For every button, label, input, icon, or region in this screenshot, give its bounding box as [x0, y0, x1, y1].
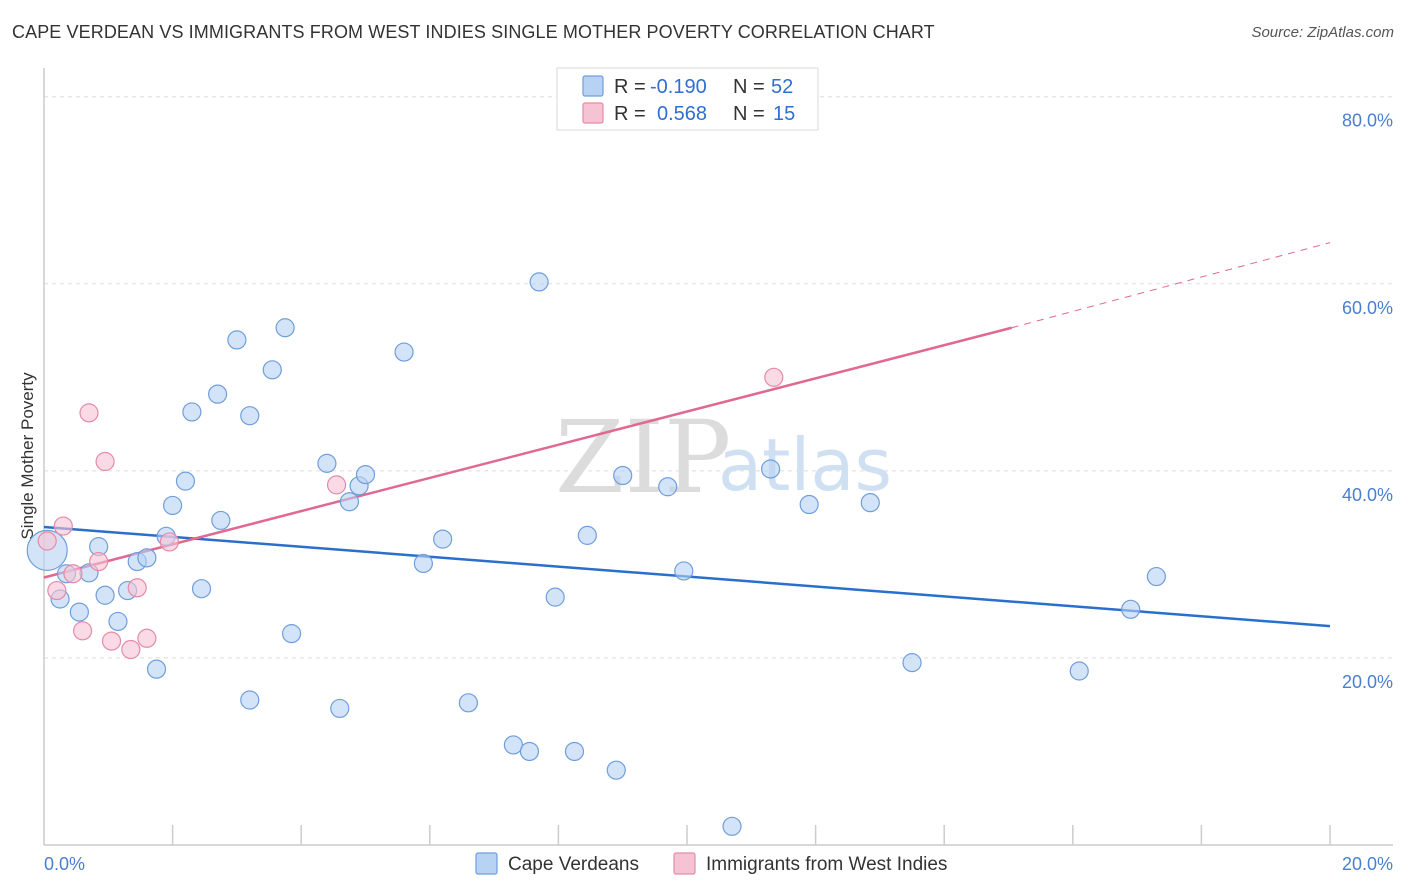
point-cape-verdeans-15	[182, 402, 202, 422]
point-west-indies-9	[121, 639, 141, 660]
point-cape-verdeans-44	[722, 816, 742, 836]
point-cape-verdeans-3	[69, 602, 89, 622]
point-cape-verdeans-16	[191, 579, 212, 599]
point-cape-verdeans-10	[137, 548, 157, 568]
legend-r-value-0: -0.190	[650, 76, 707, 98]
point-cape-verdeans-26	[330, 698, 350, 719]
source-label: Source: ZipAtlas.com	[1251, 24, 1394, 41]
point-west-indies-11	[137, 628, 157, 648]
point-west-indies-3	[63, 564, 83, 584]
legend-swatch-west-indies	[582, 102, 604, 124]
point-cape-verdeans-47	[860, 493, 880, 513]
point-west-indies-14	[764, 367, 784, 387]
y-tick-label-60: 60.0%	[1342, 298, 1393, 318]
legend-swatch-cape-verdeans	[582, 75, 604, 97]
legend-r-label-0: R =	[614, 76, 646, 98]
point-west-indies-1	[47, 580, 67, 601]
y-tick-label-40: 40.0%	[1342, 485, 1393, 505]
point-cape-verdeans-6	[95, 585, 115, 605]
y-tick-label-20: 20.0%	[1342, 672, 1393, 692]
point-west-indies-5	[79, 403, 99, 423]
top-legend: R = -0.190 N = 52 R = 0.568 N = 15	[556, 67, 819, 131]
point-cape-verdeans-45	[760, 459, 781, 479]
point-cape-verdeans-17	[208, 384, 228, 404]
point-cape-verdeans-33	[458, 693, 478, 713]
x-tick-marks	[171, 825, 1331, 845]
bottom-legend-swatch-cape-verdeans	[475, 852, 498, 875]
point-cape-verdeans-19	[227, 330, 247, 350]
point-cape-verdeans-50	[1121, 599, 1141, 619]
point-west-indies-12	[159, 532, 179, 552]
point-cape-verdeans-39	[577, 525, 597, 545]
y-tick-labels: 20.0% 40.0% 60.0% 80.0%	[1342, 111, 1393, 692]
point-cape-verdeans-31	[413, 553, 433, 574]
bottom-legend-label-west-indies: Immigrants from West Indies	[706, 854, 947, 875]
point-cape-verdeans-43	[674, 561, 694, 581]
point-cape-verdeans-46	[799, 494, 819, 515]
legend-n-value-1: 15	[773, 103, 795, 125]
bottom-legend-label-cape-verdeans: Cape Verdeans	[508, 854, 639, 875]
point-west-indies-2	[53, 516, 73, 536]
x-tick-label-max: 20.0%	[1342, 854, 1393, 874]
point-cape-verdeans-32	[433, 529, 453, 549]
point-cape-verdeans-13	[163, 495, 183, 516]
y-tick-label-80: 80.0%	[1342, 111, 1393, 131]
point-west-indies-7	[95, 451, 115, 472]
point-west-indies-10	[127, 578, 147, 598]
legend-n-label-1: N =	[733, 103, 765, 125]
point-cape-verdeans-40	[606, 760, 626, 780]
point-west-indies-8	[101, 631, 122, 651]
point-west-indies-13	[326, 475, 347, 495]
point-cape-verdeans-38	[564, 741, 585, 762]
point-cape-verdeans-7	[108, 611, 128, 632]
grid-lines	[44, 96, 1393, 659]
point-west-indies-0	[37, 531, 57, 551]
point-cape-verdeans-41	[613, 465, 633, 486]
watermark-zip: ZIP	[555, 399, 731, 516]
data-points	[26, 272, 1166, 836]
legend-n-label-0: N =	[733, 76, 765, 98]
point-cape-verdeans-21	[240, 406, 260, 426]
chart-title: CAPE VERDEAN VS IMMIGRANTS FROM WEST IND…	[12, 22, 935, 42]
point-cape-verdeans-14	[175, 471, 196, 491]
point-cape-verdeans-27	[339, 492, 360, 512]
point-cape-verdeans-23	[275, 318, 295, 338]
legend-n-value-0: 52	[771, 76, 793, 98]
bottom-legend: Cape Verdeans Immigrants from West Indie…	[475, 852, 947, 875]
y-axis-label: Single Mother Poverty	[18, 372, 37, 540]
watermark-atlas: atlas	[718, 423, 892, 507]
point-west-indies-6	[89, 551, 109, 572]
point-cape-verdeans-35	[519, 741, 540, 762]
point-cape-verdeans-48	[902, 653, 922, 673]
point-cape-verdeans-34	[503, 735, 523, 755]
x-tick-label-min: 0.0%	[44, 854, 85, 874]
point-cape-verdeans-36	[529, 272, 549, 292]
point-cape-verdeans-25	[317, 453, 337, 473]
point-cape-verdeans-49	[1069, 661, 1089, 681]
trend-line-west-indies-1	[43, 326, 1013, 579]
point-cape-verdeans-42	[658, 477, 678, 497]
point-cape-verdeans-51	[1146, 566, 1166, 587]
point-cape-verdeans-11	[146, 659, 167, 679]
point-cape-verdeans-24	[281, 624, 302, 644]
legend-r-value-1: 0.568	[657, 103, 707, 125]
trend-line-west-indies-2	[1011, 242, 1331, 329]
point-cape-verdeans-37	[545, 587, 565, 607]
point-cape-verdeans-30	[394, 342, 414, 362]
point-cape-verdeans-18	[211, 510, 231, 531]
point-cape-verdeans-29	[355, 464, 376, 485]
point-west-indies-4	[72, 621, 93, 641]
bottom-legend-swatch-west-indies	[673, 852, 696, 875]
point-cape-verdeans-20	[240, 690, 260, 710]
point-cape-verdeans-22	[262, 360, 282, 380]
legend-r-label-1: R =	[614, 103, 646, 125]
